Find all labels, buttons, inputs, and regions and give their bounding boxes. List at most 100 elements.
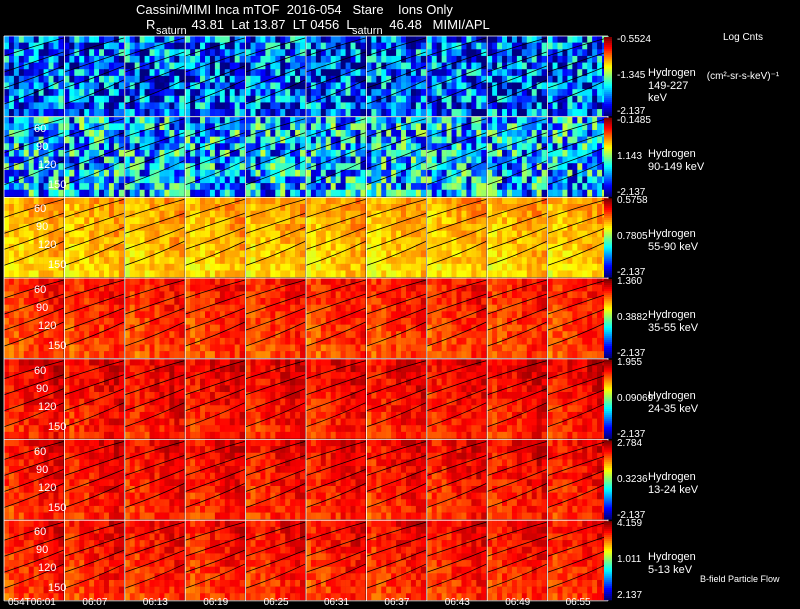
contour-line bbox=[3, 160, 64, 186]
row-species-label: Hydrogen bbox=[648, 228, 696, 241]
contour-line bbox=[3, 279, 64, 299]
contour-line bbox=[64, 549, 124, 573]
panel-r0-c9 bbox=[547, 36, 608, 116]
contour-line bbox=[3, 146, 64, 170]
contour-line bbox=[366, 37, 426, 57]
contour-line bbox=[305, 37, 366, 57]
panel-r0-c1 bbox=[64, 36, 125, 116]
contour-line bbox=[185, 146, 245, 170]
contour-line bbox=[3, 563, 64, 589]
contour-line bbox=[305, 279, 366, 299]
planet-marker-label: saturn bbox=[156, 25, 187, 37]
panel-r5-c1 bbox=[64, 439, 125, 520]
units-label: Log Cnts (cm²-sr-s-keV)⁻¹ bbox=[696, 5, 790, 96]
contour-line bbox=[305, 293, 366, 315]
contour-line bbox=[366, 118, 426, 138]
contour-label: 90 bbox=[36, 302, 49, 315]
contour-line bbox=[487, 65, 547, 89]
contour-line bbox=[426, 388, 487, 412]
contour-line bbox=[487, 132, 547, 154]
contour-line bbox=[185, 51, 245, 73]
contour-line bbox=[124, 549, 185, 573]
panel-r3-c9 bbox=[547, 278, 608, 359]
panel-r1-c7 bbox=[426, 116, 487, 197]
panel-r5-c2 bbox=[124, 439, 185, 520]
contour-line bbox=[487, 535, 547, 557]
panel-r4-c4 bbox=[245, 358, 306, 439]
contour-line bbox=[366, 402, 426, 428]
contour-line bbox=[3, 441, 64, 460]
contour-line bbox=[487, 37, 547, 57]
contour-line bbox=[487, 293, 547, 315]
contour-line bbox=[426, 469, 487, 492]
panel-r3-c4 bbox=[245, 278, 306, 359]
contour-line bbox=[185, 132, 245, 154]
contour-line bbox=[124, 65, 185, 89]
contour-line bbox=[3, 483, 64, 508]
panel-r0-c2 bbox=[124, 36, 185, 116]
planet-marker-label: saturn bbox=[352, 25, 383, 37]
panel-r3-c6 bbox=[366, 278, 427, 359]
contour-line bbox=[245, 213, 306, 234]
time-tick-label: 06:19 bbox=[203, 597, 229, 608]
contour-line bbox=[487, 51, 547, 73]
panel-r4-c8 bbox=[487, 358, 547, 439]
colorbar-mid-label: 0.7805 bbox=[617, 231, 648, 243]
colorbar-min-label: -2.137 bbox=[617, 267, 646, 279]
contour-line bbox=[305, 146, 366, 170]
panel-r0-c0 bbox=[3, 36, 64, 116]
contour-label: 150 bbox=[48, 259, 67, 272]
contour-line bbox=[426, 118, 487, 138]
contour-line bbox=[3, 118, 64, 138]
contour-label: 90 bbox=[36, 463, 49, 476]
contour-line bbox=[3, 132, 64, 154]
contour-line bbox=[426, 455, 487, 476]
contour-line bbox=[245, 455, 306, 476]
colorbar-max-label: 2.784 bbox=[617, 437, 643, 449]
row-energy-label: 149-227 keV bbox=[648, 80, 689, 104]
contour-line bbox=[124, 360, 185, 380]
contour-line bbox=[124, 51, 185, 73]
contour-line bbox=[426, 360, 487, 380]
time-tick-label: 06:43 bbox=[444, 597, 470, 608]
contour-line bbox=[487, 279, 547, 299]
panel-r2-c2 bbox=[124, 197, 185, 278]
contour-line bbox=[305, 469, 366, 492]
contour-line bbox=[124, 455, 185, 476]
contour-line bbox=[124, 521, 185, 541]
contour-line bbox=[305, 549, 366, 573]
contour-line bbox=[426, 241, 487, 266]
contour-line bbox=[487, 160, 547, 186]
contour-line bbox=[64, 374, 124, 396]
contour-line bbox=[305, 374, 366, 396]
contour-line bbox=[547, 455, 608, 476]
contour-line bbox=[64, 79, 124, 105]
contour-line bbox=[124, 227, 185, 250]
contour-line bbox=[245, 549, 306, 573]
contour-line bbox=[245, 307, 306, 331]
panel-r6-c2 bbox=[124, 520, 185, 601]
contour-line bbox=[547, 160, 608, 186]
contour-line bbox=[185, 455, 245, 476]
contour-line bbox=[64, 535, 124, 557]
time-tick-label: 06:13 bbox=[142, 597, 168, 608]
panel-r2-c8 bbox=[487, 197, 547, 278]
contour-line bbox=[426, 483, 487, 508]
panel-r4-c3 bbox=[185, 358, 245, 439]
contour-line bbox=[426, 374, 487, 396]
contour-line bbox=[305, 402, 366, 428]
contour-line bbox=[366, 374, 426, 396]
contour-line bbox=[185, 37, 245, 57]
colorbar-mid-label: 0.09069 bbox=[617, 392, 654, 404]
colorbar-1 bbox=[604, 117, 612, 197]
contour-line bbox=[487, 199, 547, 218]
contour-line bbox=[547, 441, 608, 460]
contour-line bbox=[64, 321, 124, 347]
contour-line bbox=[185, 360, 245, 380]
contour-line bbox=[487, 388, 547, 412]
panel-r4-c1 bbox=[64, 358, 125, 439]
contour-line bbox=[547, 79, 608, 105]
panel-r5-c8 bbox=[487, 439, 547, 520]
contour-label: 60 bbox=[34, 364, 47, 377]
contour-line bbox=[64, 65, 124, 89]
